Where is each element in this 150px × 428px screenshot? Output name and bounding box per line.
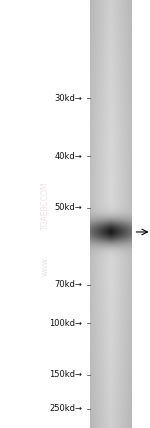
Text: www.: www. (40, 255, 50, 276)
Text: 40kd→: 40kd→ (55, 152, 82, 161)
Text: 100kd→: 100kd→ (50, 318, 82, 328)
Text: 30kd→: 30kd→ (55, 94, 83, 103)
Text: 250kd→: 250kd→ (50, 404, 82, 413)
Text: 50kd→: 50kd→ (55, 203, 82, 212)
Text: TGAEBCCOM: TGAEBCCOM (40, 181, 50, 230)
Text: 150kd→: 150kd→ (50, 370, 82, 379)
Text: 70kd→: 70kd→ (55, 280, 83, 289)
